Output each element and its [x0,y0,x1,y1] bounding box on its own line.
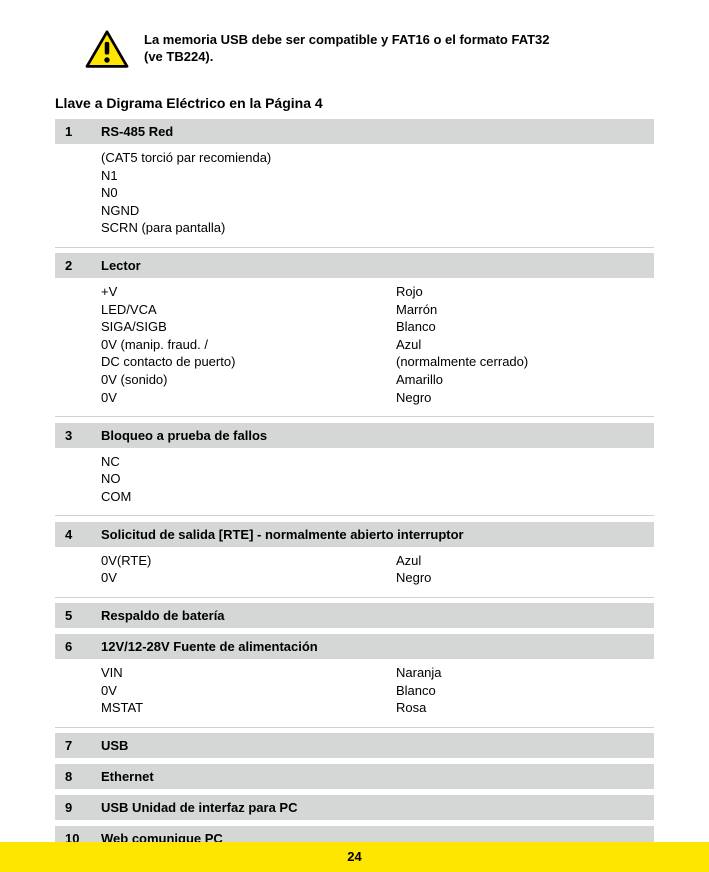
row-detail-left: VIN0VMSTAT [91,659,386,727]
row-title: USB [91,733,654,758]
row-number: 8 [55,764,91,789]
row-number: 4 [55,522,91,547]
row-detail-right: NaranjaBlancoRosa [386,659,654,727]
row-indent [55,448,91,516]
row-title: Bloqueo a prueba de fallos [91,423,654,448]
row-number: 7 [55,733,91,758]
page-number: 24 [347,849,361,864]
warning-icon [85,30,129,70]
row-title: Ethernet [91,764,654,789]
row-title: RS-485 Red [91,119,654,144]
row-title: 12V/12-28V Fuente de alimentación [91,634,654,659]
row-indent [55,144,91,247]
row-detail-right [386,448,654,516]
row-indent [55,659,91,727]
row-title: USB Unidad de interfaz para PC [91,795,654,820]
row-title: Lector [91,253,654,278]
row-title: Solicitud de salida [RTE] - normalmente … [91,522,654,547]
row-number: 6 [55,634,91,659]
row-detail-right: RojoMarrónBlancoAzul(normalmente cerrado… [386,278,654,416]
row-indent [55,547,91,598]
warning-line1: La memoria USB debe ser compatible y FAT… [144,32,550,47]
row-detail-left: NCNOCOM [91,448,386,516]
warning-line2: (ve TB224). [144,49,213,64]
row-detail-left: (CAT5 torció par recomienda)N1N0NGNDSCRN… [91,144,386,247]
row-number: 9 [55,795,91,820]
row-number: 5 [55,603,91,628]
row-number: 2 [55,253,91,278]
page-footer: 24 [0,842,709,872]
row-indent [55,278,91,416]
warning-text: La memoria USB debe ser compatible y FAT… [144,30,550,66]
row-number: 1 [55,119,91,144]
row-number: 3 [55,423,91,448]
row-detail-left: +VLED/VCASIGA/SIGB0V (manip. fraud. /DC … [91,278,386,416]
row-detail-right [386,144,654,247]
warning-callout: La memoria USB debe ser compatible y FAT… [55,30,654,70]
row-title: Respaldo de batería [91,603,654,628]
row-detail-right: AzulNegro [386,547,654,598]
section-title: Llave a Digrama Eléctrico en la Página 4 [55,95,654,111]
row-detail-left: 0V(RTE)0V [91,547,386,598]
wiring-key-table: 1RS-485 Red(CAT5 torció par recomienda)N… [55,119,654,851]
